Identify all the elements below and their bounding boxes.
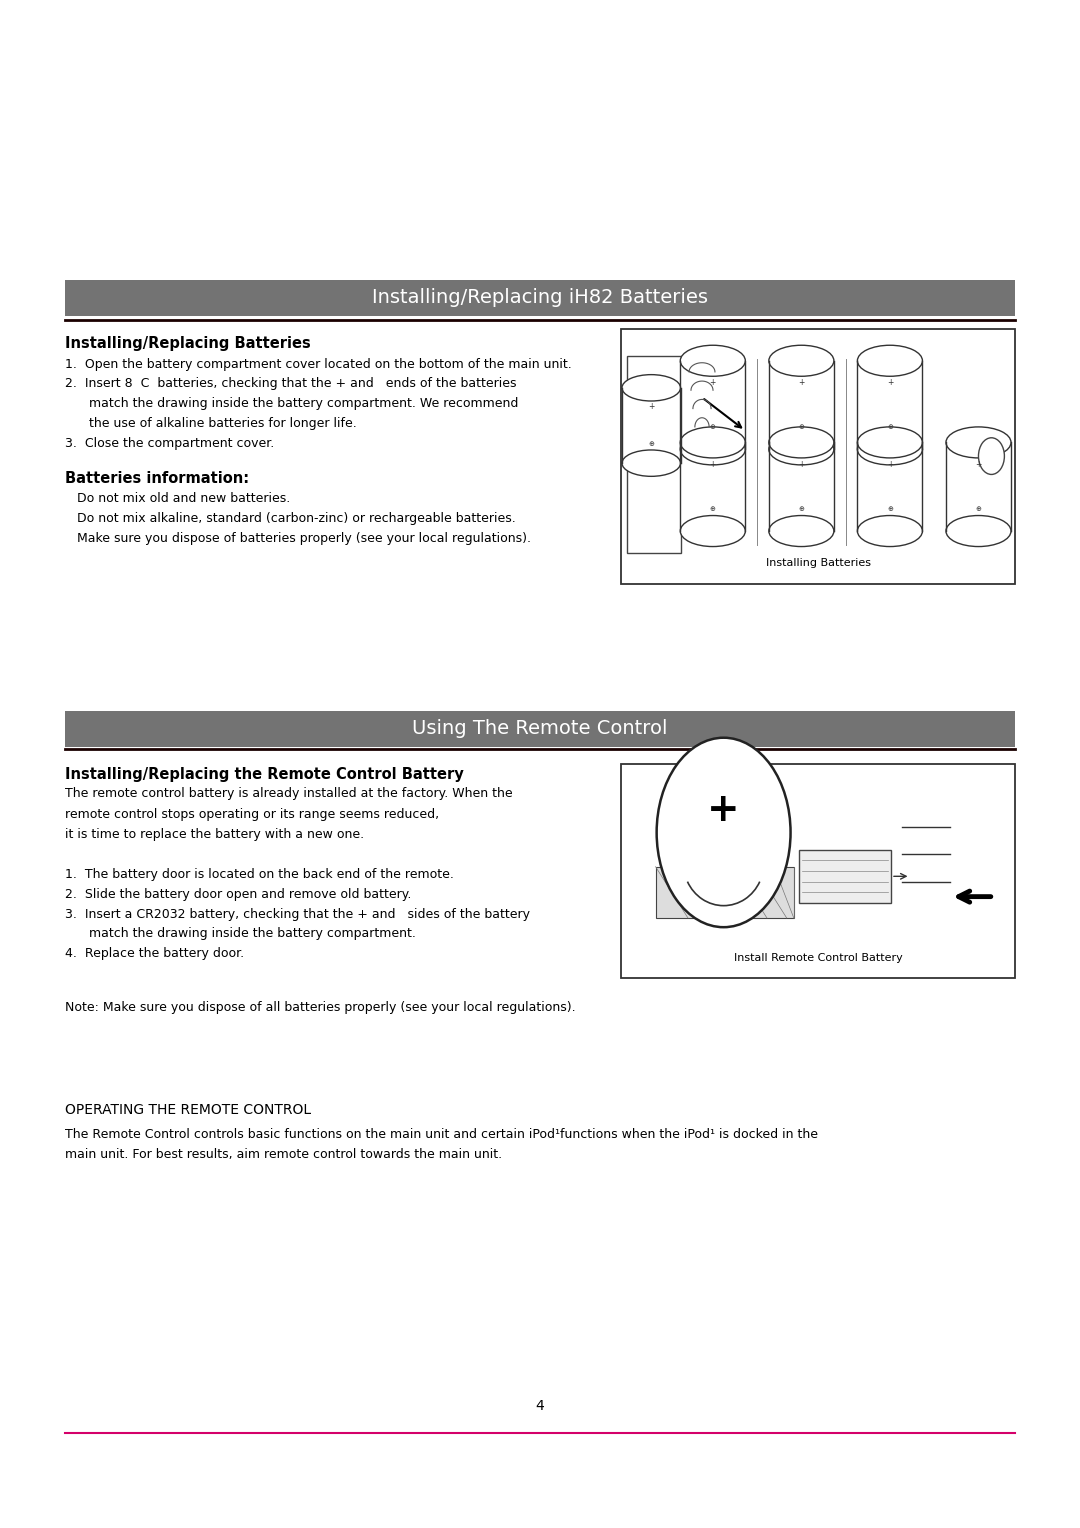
Bar bbox=[680, 443, 745, 532]
Text: 1.  The battery door is located on the back end of the remote.: 1. The battery door is located on the ba… bbox=[65, 868, 454, 882]
Ellipse shape bbox=[769, 434, 834, 465]
Text: match the drawing inside the battery compartment. We recommend: match the drawing inside the battery com… bbox=[65, 397, 518, 411]
Text: +: + bbox=[707, 790, 740, 828]
Text: The Remote Control controls basic functions on the main unit and certain iPod¹fu: The Remote Control controls basic functi… bbox=[65, 1128, 818, 1141]
Ellipse shape bbox=[680, 515, 745, 547]
Text: +: + bbox=[798, 379, 805, 388]
Bar bbox=[656, 866, 794, 918]
Ellipse shape bbox=[858, 434, 922, 465]
Ellipse shape bbox=[680, 426, 745, 458]
Ellipse shape bbox=[680, 434, 745, 465]
Bar bbox=[621, 329, 1015, 584]
Text: The remote control battery is already installed at the factory. When the: The remote control battery is already in… bbox=[65, 787, 512, 801]
Text: 3.  Close the compartment cover.: 3. Close the compartment cover. bbox=[65, 437, 274, 451]
Bar bbox=[799, 850, 891, 903]
Text: ⊕: ⊕ bbox=[710, 506, 716, 512]
Ellipse shape bbox=[946, 515, 1011, 547]
Text: 2.  Slide the battery door open and remove old battery.: 2. Slide the battery door open and remov… bbox=[65, 888, 411, 902]
Bar bbox=[65, 280, 1015, 316]
Text: 3.  Insert a CR2032 battery, checking that the + and   sides of the battery: 3. Insert a CR2032 battery, checking tha… bbox=[65, 908, 530, 921]
Bar bbox=[621, 764, 1015, 978]
Bar bbox=[65, 711, 1015, 747]
Ellipse shape bbox=[769, 426, 834, 458]
Bar bbox=[858, 361, 922, 449]
Ellipse shape bbox=[769, 345, 834, 376]
Text: OPERATING THE REMOTE CONTROL: OPERATING THE REMOTE CONTROL bbox=[65, 1103, 311, 1117]
Bar bbox=[622, 388, 680, 463]
Text: 1.  Open the battery compartment cover located on the bottom of the main unit.: 1. Open the battery compartment cover lo… bbox=[65, 358, 571, 371]
Ellipse shape bbox=[622, 374, 680, 400]
Text: ⊕: ⊕ bbox=[798, 506, 805, 512]
Text: Make sure you dispose of batteries properly (see your local regulations).: Make sure you dispose of batteries prope… bbox=[65, 532, 530, 545]
Text: ⊕: ⊕ bbox=[798, 425, 805, 431]
Circle shape bbox=[978, 437, 1004, 474]
Text: +: + bbox=[975, 460, 982, 469]
Text: ⊕: ⊕ bbox=[975, 506, 982, 512]
Text: Installing Batteries: Installing Batteries bbox=[766, 558, 870, 568]
Text: ⊕: ⊕ bbox=[648, 442, 654, 448]
Text: 2.  Insert 8  C  batteries, checking that the + and   ends of the batteries: 2. Insert 8 C batteries, checking that t… bbox=[65, 377, 516, 391]
Text: remote control stops operating or its range seems reduced,: remote control stops operating or its ra… bbox=[65, 808, 438, 822]
Text: Installing/Replacing iH82 Batteries: Installing/Replacing iH82 Batteries bbox=[372, 289, 708, 307]
Ellipse shape bbox=[680, 345, 745, 376]
Text: Install Remote Control Battery: Install Remote Control Battery bbox=[733, 952, 903, 963]
Text: the use of alkaline batteries for longer life.: the use of alkaline batteries for longer… bbox=[65, 417, 356, 431]
Bar bbox=[769, 443, 834, 532]
Text: Note: Make sure you dispose of all batteries properly (see your local regulation: Note: Make sure you dispose of all batte… bbox=[65, 1001, 576, 1015]
Text: 4.  Replace the battery door.: 4. Replace the battery door. bbox=[65, 947, 244, 961]
Ellipse shape bbox=[946, 426, 1011, 458]
Text: main unit. For best results, aim remote control towards the main unit.: main unit. For best results, aim remote … bbox=[65, 1148, 502, 1161]
Text: ⊕: ⊕ bbox=[887, 425, 893, 431]
Bar bbox=[627, 356, 681, 553]
Ellipse shape bbox=[622, 449, 680, 477]
Text: Using The Remote Control: Using The Remote Control bbox=[413, 720, 667, 738]
Text: it is time to replace the battery with a new one.: it is time to replace the battery with a… bbox=[65, 828, 364, 842]
Text: +: + bbox=[887, 379, 893, 388]
Bar bbox=[680, 361, 745, 449]
Ellipse shape bbox=[657, 738, 791, 927]
Ellipse shape bbox=[769, 515, 834, 547]
Text: +: + bbox=[710, 460, 716, 469]
Text: ⊕: ⊕ bbox=[887, 506, 893, 512]
Bar bbox=[946, 443, 1011, 532]
Ellipse shape bbox=[858, 515, 922, 547]
Bar bbox=[769, 361, 834, 449]
Text: Do not mix old and new batteries.: Do not mix old and new batteries. bbox=[65, 492, 291, 506]
Text: +: + bbox=[710, 379, 716, 388]
Text: +: + bbox=[887, 460, 893, 469]
Ellipse shape bbox=[858, 345, 922, 376]
Text: 4: 4 bbox=[536, 1398, 544, 1413]
Text: +: + bbox=[798, 460, 805, 469]
Text: +: + bbox=[648, 402, 654, 411]
Ellipse shape bbox=[858, 426, 922, 458]
Text: match the drawing inside the battery compartment.: match the drawing inside the battery com… bbox=[65, 927, 416, 941]
Text: ⊕: ⊕ bbox=[710, 425, 716, 431]
Text: Batteries information:: Batteries information: bbox=[65, 471, 248, 486]
Text: Installing/Replacing Batteries: Installing/Replacing Batteries bbox=[65, 336, 311, 351]
Text: Installing/Replacing the Remote Control Battery: Installing/Replacing the Remote Control … bbox=[65, 767, 463, 782]
Text: Do not mix alkaline, standard (carbon-zinc) or rechargeable batteries.: Do not mix alkaline, standard (carbon-zi… bbox=[65, 512, 515, 526]
Bar bbox=[858, 443, 922, 532]
